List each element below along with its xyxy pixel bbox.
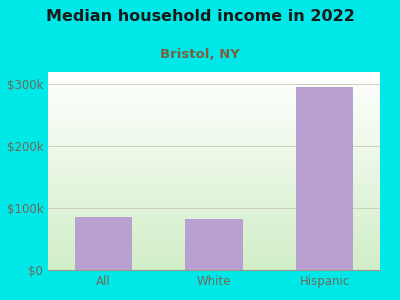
- Text: Bristol, NY: Bristol, NY: [160, 48, 240, 61]
- Bar: [296, 88, 354, 270]
- Bar: [185, 219, 243, 270]
- Text: Median household income in 2022: Median household income in 2022: [46, 9, 354, 24]
- Bar: [74, 218, 132, 270]
